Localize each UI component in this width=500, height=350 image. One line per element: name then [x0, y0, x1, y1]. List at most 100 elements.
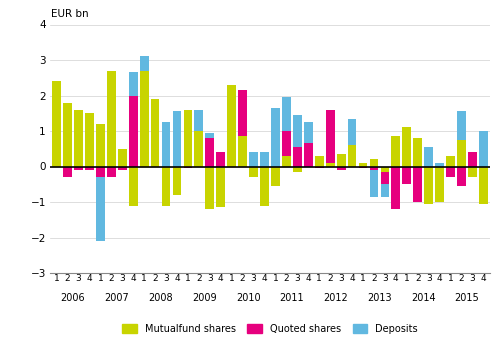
Bar: [468, 167, 477, 177]
Bar: [85, 150, 94, 167]
Bar: [184, 110, 192, 167]
Bar: [457, 111, 466, 167]
Bar: [162, 167, 170, 205]
Bar: [96, 167, 104, 177]
Bar: [52, 117, 61, 167]
Bar: [282, 131, 291, 167]
Bar: [293, 147, 302, 167]
Bar: [63, 167, 72, 177]
Bar: [249, 152, 258, 167]
Bar: [107, 167, 116, 177]
Bar: [424, 147, 433, 167]
Bar: [162, 122, 170, 167]
Bar: [380, 167, 390, 184]
Bar: [129, 96, 138, 167]
Bar: [238, 136, 247, 167]
Bar: [348, 145, 356, 167]
Bar: [293, 167, 302, 172]
Bar: [74, 134, 83, 167]
Bar: [63, 103, 72, 167]
Bar: [228, 85, 236, 167]
Bar: [348, 119, 356, 167]
Bar: [172, 111, 182, 167]
Bar: [337, 154, 345, 167]
Bar: [118, 167, 126, 170]
Legend: Mutualfund shares, Quoted shares, Deposits: Mutualfund shares, Quoted shares, Deposi…: [118, 320, 422, 338]
Bar: [414, 145, 422, 167]
Text: 2007: 2007: [104, 293, 129, 302]
Bar: [457, 167, 466, 186]
Text: 2009: 2009: [192, 293, 216, 302]
Bar: [129, 72, 138, 167]
Bar: [74, 110, 83, 167]
Bar: [206, 167, 214, 209]
Bar: [479, 167, 488, 174]
Bar: [85, 113, 94, 167]
Text: 2014: 2014: [411, 293, 436, 302]
Bar: [271, 167, 280, 168]
Bar: [150, 122, 160, 167]
Bar: [194, 131, 203, 167]
Bar: [162, 167, 170, 168]
Bar: [392, 136, 400, 167]
Bar: [468, 152, 477, 167]
Bar: [293, 115, 302, 167]
Bar: [436, 163, 444, 167]
Text: 2013: 2013: [367, 293, 392, 302]
Bar: [271, 167, 280, 186]
Bar: [172, 167, 182, 195]
Bar: [392, 167, 400, 209]
Bar: [107, 108, 116, 167]
Bar: [260, 167, 269, 186]
Text: 2008: 2008: [148, 293, 173, 302]
Bar: [446, 156, 455, 167]
Bar: [260, 152, 269, 167]
Bar: [96, 167, 104, 241]
Bar: [370, 159, 378, 167]
Bar: [402, 165, 411, 167]
Bar: [140, 92, 148, 167]
Bar: [249, 167, 258, 172]
Bar: [184, 110, 192, 167]
Bar: [457, 140, 466, 167]
Bar: [96, 124, 104, 167]
Bar: [140, 56, 148, 167]
Text: 2006: 2006: [60, 293, 86, 302]
Bar: [304, 144, 312, 167]
Bar: [52, 81, 61, 167]
Bar: [282, 156, 291, 167]
Bar: [172, 167, 182, 170]
Bar: [468, 158, 477, 167]
Bar: [436, 167, 444, 202]
Text: EUR bn: EUR bn: [51, 9, 88, 19]
Bar: [446, 165, 455, 167]
Bar: [184, 167, 192, 168]
Bar: [129, 167, 138, 205]
Bar: [216, 152, 225, 167]
Bar: [107, 71, 116, 167]
Bar: [140, 71, 148, 167]
Bar: [337, 167, 345, 170]
Bar: [85, 167, 94, 170]
Bar: [479, 167, 488, 204]
Bar: [194, 110, 203, 167]
Bar: [315, 156, 324, 167]
Bar: [238, 90, 247, 167]
Text: 2011: 2011: [280, 293, 304, 302]
Text: 2012: 2012: [324, 293, 348, 302]
Bar: [414, 167, 422, 202]
Bar: [402, 127, 411, 167]
Bar: [315, 167, 324, 168]
Bar: [63, 136, 72, 167]
Bar: [216, 167, 225, 207]
Text: 2010: 2010: [236, 293, 260, 302]
Bar: [260, 167, 269, 205]
Bar: [436, 167, 444, 186]
Bar: [380, 167, 390, 172]
Bar: [228, 147, 236, 167]
Bar: [370, 167, 378, 197]
Bar: [228, 131, 236, 167]
Bar: [74, 167, 83, 170]
Bar: [326, 110, 334, 167]
Bar: [118, 149, 126, 167]
